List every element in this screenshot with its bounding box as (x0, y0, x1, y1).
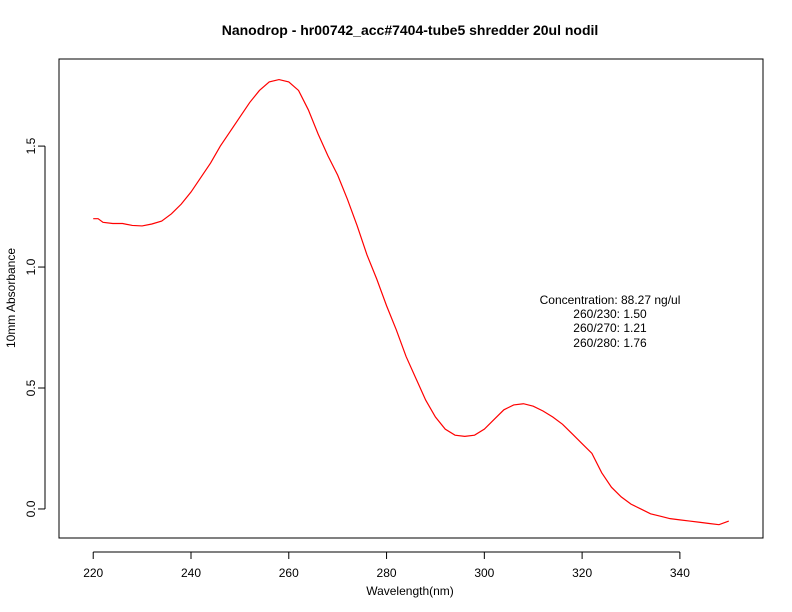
plot-frame (58, 58, 764, 539)
y-axis-label: 10mm Absorbance (4, 248, 18, 348)
x-tick-label: 280 (377, 566, 397, 580)
y-tick-label: 1.5 (24, 137, 38, 154)
ratio-260-270-text: 260/270: 1.21 (573, 321, 647, 335)
x-tick-label: 320 (572, 566, 592, 580)
y-tick-label: 0.5 (24, 379, 38, 396)
y-tick-label: 0.0 (24, 500, 38, 517)
absorbance-series-line (93, 78, 729, 526)
ratio-260-280-text: 260/280: 1.76 (573, 336, 647, 350)
chart-title: Nanodrop - hr00742_acc#7404-tube5 shredd… (222, 22, 599, 38)
x-tick-label: 300 (474, 566, 494, 580)
annotation-block: Concentration: 88.27 ng/ul 260/230: 1.50… (540, 293, 681, 350)
x-tick-label: 220 (83, 566, 103, 580)
x-tick-label: 340 (670, 566, 690, 580)
ratio-260-230-text: 260/230: 1.50 (573, 307, 647, 321)
x-axis-label: Wavelength(nm) (366, 584, 454, 598)
concentration-text: Concentration: 88.27 ng/ul (540, 293, 681, 307)
x-tick-label: 240 (181, 566, 201, 580)
x-tick-label: 260 (279, 566, 299, 580)
x-axis: 220 240 260 280 300 320 340 (83, 551, 690, 580)
y-axis: 0.0 0.5 1.0 1.5 (24, 137, 46, 517)
y-tick-label: 1.0 (24, 258, 38, 275)
